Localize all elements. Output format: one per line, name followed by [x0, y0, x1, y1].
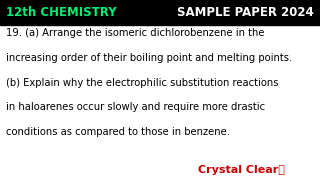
Text: 19. (a) Arrange the isomeric dichlorobenzene in the: 19. (a) Arrange the isomeric dichloroben…	[6, 28, 264, 38]
Text: conditions as compared to those in benzene.: conditions as compared to those in benze…	[6, 127, 230, 137]
Text: Crystal Clear💥: Crystal Clear💥	[198, 165, 285, 175]
Bar	[0, 0, 320, 25]
Text: SAMPLE PAPER 2024: SAMPLE PAPER 2024	[178, 6, 314, 19]
Text: 12th CHEMISTRY: 12th CHEMISTRY	[6, 6, 116, 19]
Text: (b) Explain why the electrophilic substitution reactions: (b) Explain why the electrophilic substi…	[6, 78, 278, 88]
Text: increasing order of their boiling point and melting points.: increasing order of their boiling point …	[6, 53, 292, 63]
Text: in haloarenes occur slowly and require more drastic: in haloarenes occur slowly and require m…	[6, 102, 265, 112]
